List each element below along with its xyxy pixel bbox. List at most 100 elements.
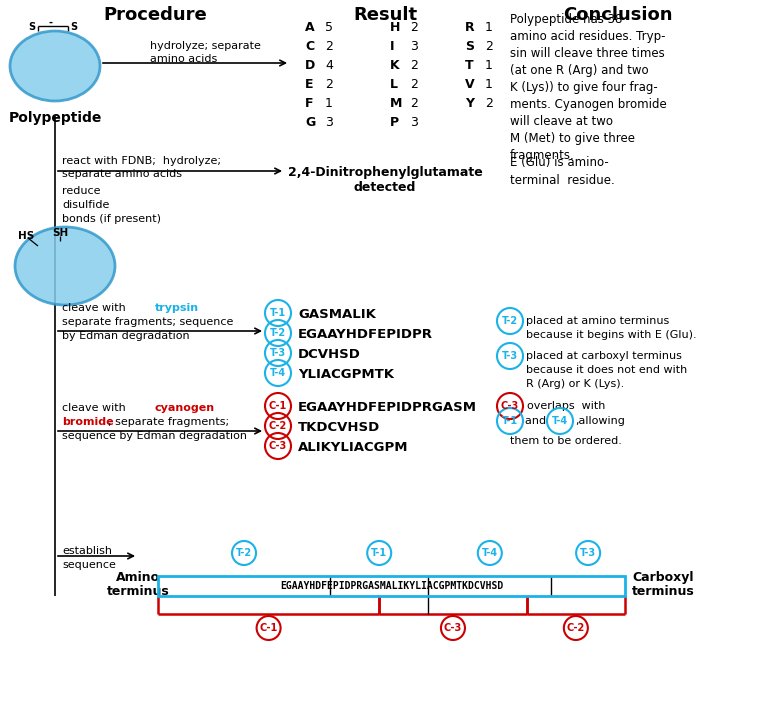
Text: Y: Y bbox=[465, 97, 474, 110]
Text: TKDCVHSD: TKDCVHSD bbox=[298, 421, 380, 434]
Text: T-4: T-4 bbox=[482, 548, 498, 558]
Text: by Edman degradation: by Edman degradation bbox=[62, 331, 190, 341]
Text: C-2: C-2 bbox=[269, 421, 287, 431]
Text: sequence by Edman degradation: sequence by Edman degradation bbox=[62, 431, 247, 441]
Text: amino acids: amino acids bbox=[150, 54, 217, 64]
Text: EGAAYHDFEPIDPRGASM: EGAAYHDFEPIDPRGASM bbox=[298, 401, 477, 414]
Text: because it begins with E (Glu).: because it begins with E (Glu). bbox=[526, 330, 697, 340]
Text: R (Arg) or K (Lys).: R (Arg) or K (Lys). bbox=[526, 379, 624, 389]
Text: 2: 2 bbox=[410, 97, 418, 110]
Text: M: M bbox=[390, 97, 402, 110]
Text: S: S bbox=[28, 22, 35, 32]
Text: D: D bbox=[305, 59, 315, 72]
Text: S: S bbox=[465, 40, 474, 53]
Text: C-1: C-1 bbox=[259, 623, 278, 633]
Text: C-3: C-3 bbox=[501, 401, 519, 411]
Text: terminus: terminus bbox=[106, 585, 169, 598]
Text: P: P bbox=[390, 116, 399, 129]
Text: hydrolyze; separate: hydrolyze; separate bbox=[150, 41, 261, 51]
Ellipse shape bbox=[10, 31, 100, 101]
Bar bbox=[158, 576, 625, 596]
Text: T-2: T-2 bbox=[270, 328, 286, 338]
Text: T-4: T-4 bbox=[270, 368, 286, 378]
Text: 3: 3 bbox=[410, 116, 418, 129]
Text: ALIKYLIACGPM: ALIKYLIACGPM bbox=[298, 441, 409, 454]
Text: separate amino acids: separate amino acids bbox=[62, 169, 182, 179]
Text: -: - bbox=[49, 18, 53, 28]
Text: because it does not end with: because it does not end with bbox=[526, 365, 687, 375]
Text: bromide: bromide bbox=[62, 417, 114, 427]
Text: reduce: reduce bbox=[62, 186, 100, 196]
Text: them to be ordered.: them to be ordered. bbox=[510, 436, 622, 446]
Text: R: R bbox=[465, 21, 474, 34]
Text: Result: Result bbox=[353, 6, 417, 24]
Text: F: F bbox=[305, 97, 314, 110]
Text: 2: 2 bbox=[485, 40, 493, 53]
Text: 2: 2 bbox=[325, 78, 333, 91]
Text: L: L bbox=[390, 78, 398, 91]
Text: T-3: T-3 bbox=[502, 351, 518, 361]
Text: V: V bbox=[465, 78, 474, 91]
Text: 2,4-Dinitrophenylglutamate: 2,4-Dinitrophenylglutamate bbox=[288, 166, 483, 179]
Text: 3: 3 bbox=[325, 116, 333, 129]
Text: T-3: T-3 bbox=[270, 348, 286, 358]
Text: cyanogen: cyanogen bbox=[155, 403, 215, 413]
Text: T-1: T-1 bbox=[270, 308, 286, 318]
Text: G: G bbox=[305, 116, 315, 129]
Text: and: and bbox=[525, 416, 549, 426]
Text: GASMALIK: GASMALIK bbox=[298, 308, 376, 321]
Text: DCVHSD: DCVHSD bbox=[298, 348, 361, 361]
Text: cleave with: cleave with bbox=[62, 403, 129, 413]
Text: YLIACGPMTK: YLIACGPMTK bbox=[298, 368, 394, 381]
Text: establish: establish bbox=[62, 546, 112, 556]
Text: placed at carboxyl terminus: placed at carboxyl terminus bbox=[526, 351, 682, 361]
Text: ,allowing: ,allowing bbox=[575, 416, 625, 426]
Text: Polypeptide: Polypeptide bbox=[8, 111, 102, 125]
Text: separate fragments; sequence: separate fragments; sequence bbox=[62, 317, 233, 327]
Text: placed at amino terminus: placed at amino terminus bbox=[526, 316, 669, 326]
Text: T-4: T-4 bbox=[552, 416, 568, 426]
Text: T: T bbox=[465, 59, 474, 72]
Text: Amino: Amino bbox=[116, 571, 160, 584]
Ellipse shape bbox=[15, 227, 115, 305]
Text: A: A bbox=[305, 21, 314, 34]
Text: C-2: C-2 bbox=[567, 623, 585, 633]
Text: Procedure: Procedure bbox=[103, 6, 207, 24]
Text: trypsin: trypsin bbox=[155, 303, 199, 313]
Text: ; separate fragments;: ; separate fragments; bbox=[108, 417, 230, 427]
Text: S: S bbox=[70, 22, 77, 32]
Text: 2: 2 bbox=[325, 40, 333, 53]
Text: 5: 5 bbox=[325, 21, 333, 34]
Text: 4: 4 bbox=[325, 59, 333, 72]
Text: HS: HS bbox=[18, 231, 34, 241]
Text: 3: 3 bbox=[410, 40, 418, 53]
Text: 2: 2 bbox=[485, 97, 493, 110]
Text: EGAAYHDFEPIDPRGASMALIKYLIACGPMTKDCVHSD: EGAAYHDFEPIDPRGASMALIKYLIACGPMTKDCVHSD bbox=[280, 581, 503, 591]
Text: 2: 2 bbox=[410, 59, 418, 72]
Text: C: C bbox=[305, 40, 314, 53]
Text: 2: 2 bbox=[410, 21, 418, 34]
Text: EGAAYHDFEPIDPR: EGAAYHDFEPIDPR bbox=[298, 328, 433, 341]
Text: I: I bbox=[390, 40, 395, 53]
Text: K: K bbox=[390, 59, 399, 72]
Text: 1: 1 bbox=[325, 97, 333, 110]
Text: SH: SH bbox=[52, 228, 68, 238]
Text: C-3: C-3 bbox=[444, 623, 462, 633]
Text: H: H bbox=[390, 21, 400, 34]
Text: cleave with: cleave with bbox=[62, 303, 129, 313]
Text: Carboxyl: Carboxyl bbox=[632, 571, 694, 584]
Text: T-2: T-2 bbox=[236, 548, 252, 558]
Text: overlaps  with: overlaps with bbox=[527, 401, 605, 411]
Text: detected: detected bbox=[353, 181, 416, 194]
Text: 2: 2 bbox=[410, 78, 418, 91]
Text: E (Glu) is amino-
terminal  residue.: E (Glu) is amino- terminal residue. bbox=[510, 156, 615, 187]
Text: C-3: C-3 bbox=[269, 441, 287, 451]
Text: Polypeptide has 38
amino acid residues. Tryp-
sin will cleave three times
(at on: Polypeptide has 38 amino acid residues. … bbox=[510, 13, 667, 162]
Text: Conclusion: Conclusion bbox=[563, 6, 672, 24]
Text: T-1: T-1 bbox=[371, 548, 387, 558]
Text: disulfide: disulfide bbox=[62, 200, 109, 210]
Text: E: E bbox=[305, 78, 314, 91]
Text: T-2: T-2 bbox=[502, 316, 518, 326]
Text: terminus: terminus bbox=[632, 585, 695, 598]
Text: 1: 1 bbox=[485, 21, 493, 34]
